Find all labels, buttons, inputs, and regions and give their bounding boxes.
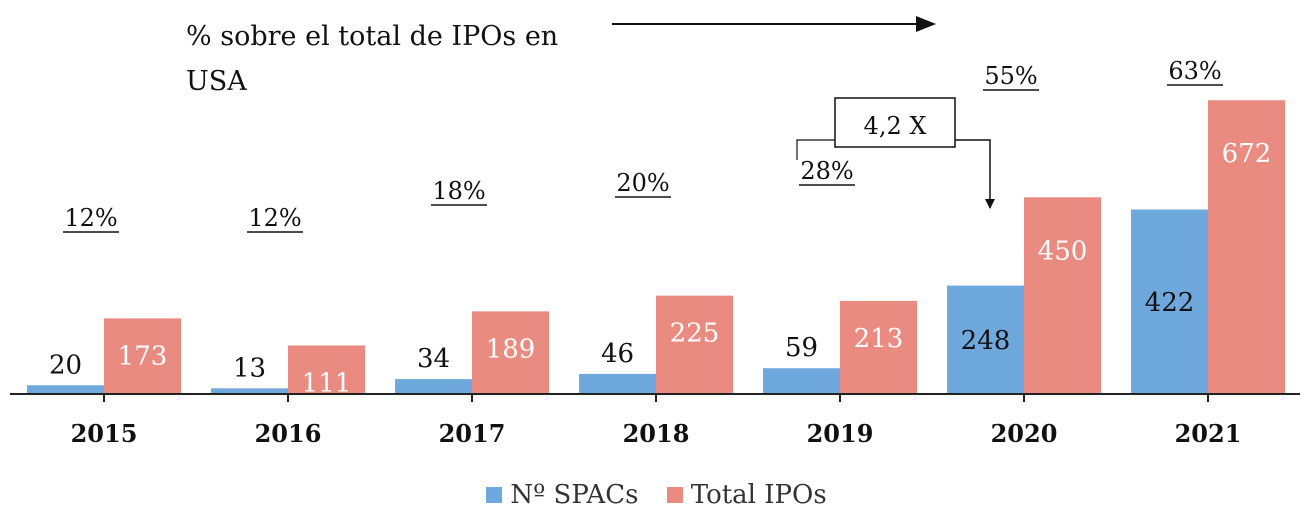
legend-swatch-ipos <box>666 487 683 503</box>
percent-label-2021: 63% <box>1168 57 1221 85</box>
label-spacs-2016: 13 <box>233 353 266 383</box>
label-ipos-2015: 173 <box>118 341 168 371</box>
multiplier-left-connector <box>796 139 835 160</box>
label-ipos-2021: 672 <box>1222 139 1272 169</box>
bar-spacs-2019 <box>763 368 840 394</box>
bar-ipos-2015 <box>104 318 181 394</box>
bar-spacs-2021 <box>1131 209 1208 394</box>
label-spacs-2015: 20 <box>49 350 82 380</box>
multiplier-arrow <box>955 139 995 209</box>
percent-label-2016: 12% <box>248 204 301 232</box>
x-tick-label-2015: 2015 <box>71 419 138 448</box>
bar-spacs-2017 <box>395 379 472 394</box>
x-tick-label-2021: 2021 <box>1175 419 1242 448</box>
x-tick-label-2017: 2017 <box>439 419 506 448</box>
x-tick-label-2016: 2016 <box>255 419 322 448</box>
percent-label-2019: 28% <box>800 157 853 185</box>
legend-item-spacs: Nº SPACs <box>486 480 638 510</box>
bar-spacs-2015 <box>27 385 104 394</box>
label-spacs-2018: 46 <box>601 339 634 369</box>
label-ipos-2020: 450 <box>1038 236 1088 266</box>
legend-item-ipos: Total IPOs <box>666 480 827 510</box>
label-ipos-2017: 189 <box>486 334 536 364</box>
percent-label-2015: 12% <box>64 204 117 232</box>
multiplier-label: 4,2 X <box>864 112 927 140</box>
multiplier-box <box>834 97 956 148</box>
bar-spacs-2016 <box>211 388 288 394</box>
percentage-annotation-title: % sobre el total de IPOs en USA <box>186 21 559 97</box>
bar-ipos-2016 <box>288 345 365 394</box>
bar-ipos-2019 <box>840 300 917 394</box>
legend-label-spacs: Nº SPACs <box>510 480 639 510</box>
label-spacs-2017: 34 <box>417 344 450 374</box>
x-tick-label-2019: 2019 <box>807 419 874 448</box>
legend: Nº SPACs Total IPOs <box>0 480 1313 510</box>
bar-ipos-2020 <box>1024 197 1101 394</box>
percent-label-2020: 55% <box>984 62 1037 90</box>
bar-spacs-2018 <box>579 373 656 394</box>
x-tick-label-2020: 2020 <box>991 419 1058 448</box>
legend-label-ipos: Total IPOs <box>690 480 827 510</box>
label-ipos-2018: 225 <box>670 319 720 349</box>
percent-label-2018: 20% <box>616 169 669 197</box>
label-spacs-2019: 59 <box>785 333 818 363</box>
bar-ipos-2018 <box>656 295 733 394</box>
percent-label-2017: 18% <box>432 177 485 205</box>
bar-ipos-2021 <box>1208 100 1285 395</box>
legend-swatch-spacs <box>486 487 503 503</box>
label-spacs-2021: 422 <box>1145 288 1195 318</box>
label-spacs-2020: 248 <box>961 326 1011 356</box>
label-ipos-2019: 213 <box>854 324 904 354</box>
bar-ipos-2017 <box>472 311 549 394</box>
x-tick-label-2018: 2018 <box>623 419 690 448</box>
bar-spacs-2020 <box>947 285 1024 394</box>
